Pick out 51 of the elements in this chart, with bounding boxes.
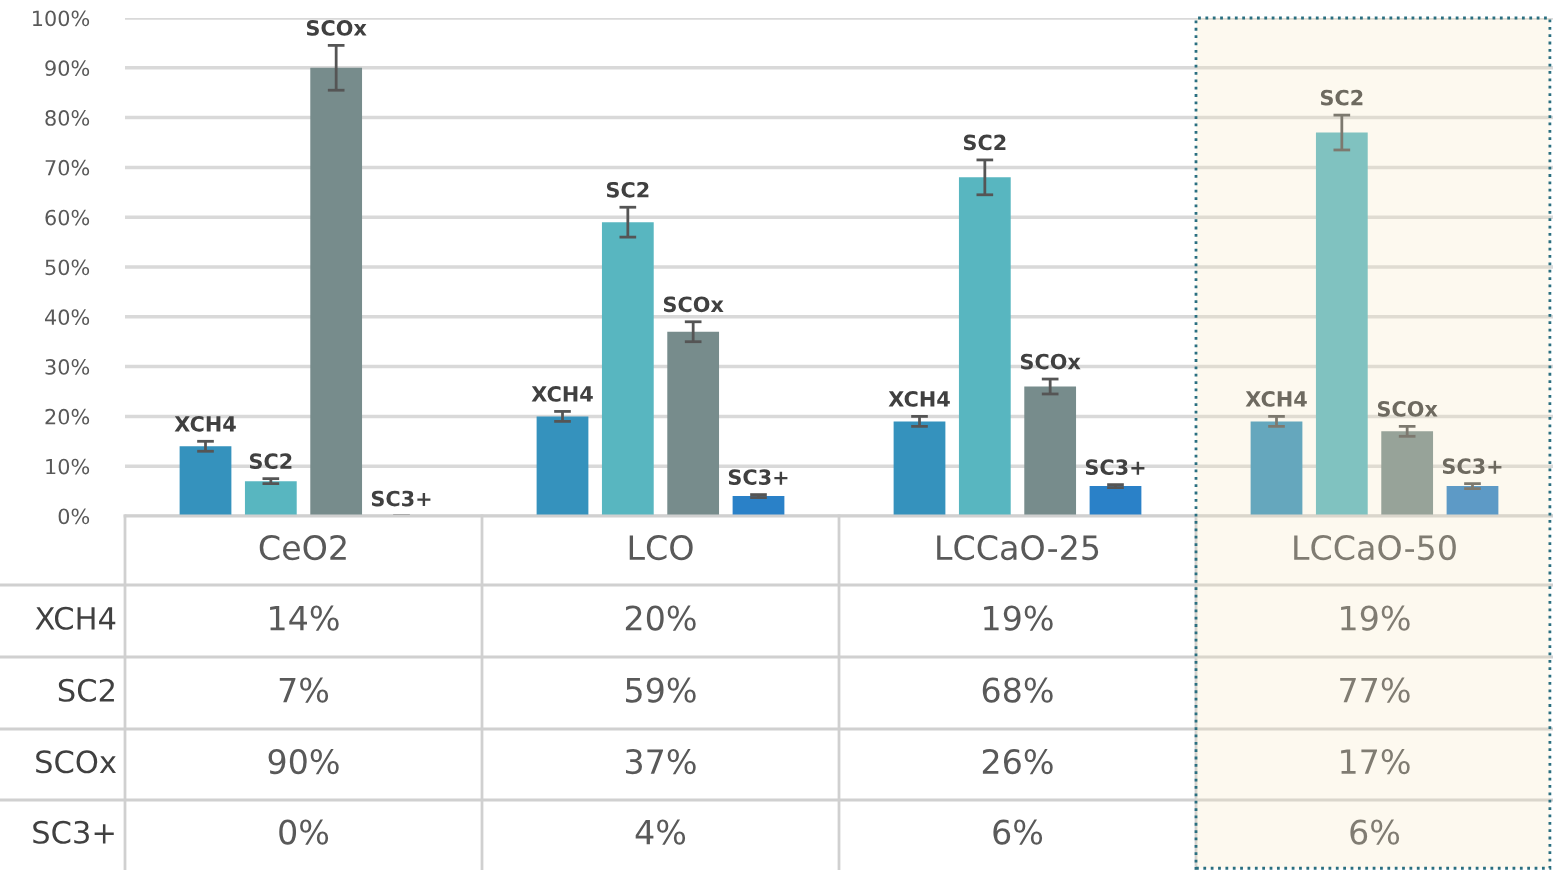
data-label: 19% (1341, 605, 1410, 631)
text: XCH4 (888, 391, 950, 407)
x-tick-label: CeO2 (259, 534, 346, 561)
y-tick-label: 80% (45, 110, 90, 126)
text: SCOx (663, 296, 724, 313)
y-tick-label: 50% (45, 259, 90, 276)
text: SC3+ (371, 490, 431, 507)
y-tick-label: 10% (46, 458, 90, 475)
data-label: 6% (1350, 819, 1400, 845)
text: SCOx (1020, 353, 1081, 370)
x-tick-label: LCCaO-25 (937, 534, 1099, 561)
data-label: 90% (268, 748, 339, 775)
data-label: 0% (279, 819, 329, 845)
y-tick-label: 70% (45, 159, 90, 176)
data-label: 19% (984, 605, 1053, 631)
data-label: 6% (993, 819, 1043, 845)
series-label: SC2 (249, 453, 292, 470)
text: SC2 (58, 678, 114, 702)
series-label: XCH4 (1245, 391, 1307, 407)
data-label: 17% (1341, 748, 1410, 775)
x-tick-label: LCCaO-50 (1294, 534, 1456, 561)
text: SC2 (963, 134, 1006, 151)
data-label: 59% (626, 677, 696, 703)
y-tick-label: 0% (58, 508, 90, 525)
text: XCH4 (174, 415, 236, 432)
data-label: 14% (270, 605, 339, 631)
text: SCOx (36, 750, 116, 774)
y-tick-label: 40% (44, 309, 90, 326)
y-tick-label: 90% (45, 60, 90, 77)
text: SC2 (1320, 89, 1363, 106)
series-label: SC3+ (728, 469, 788, 485)
y-tick-label: 20% (45, 408, 90, 425)
text: SC3+ (33, 820, 114, 844)
data-label: 68% (982, 677, 1053, 703)
data-label: 7% (279, 677, 329, 703)
text: SC2 (606, 181, 649, 198)
data-label: 37% (626, 748, 696, 775)
y-tick-label: 100% (33, 10, 90, 27)
text: XCH4 (35, 606, 116, 630)
series-label: SCOx (1377, 401, 1438, 417)
text: XCH4 (531, 386, 593, 402)
text: SCOx (306, 20, 367, 36)
data-label: 20% (625, 605, 696, 631)
x-tick-label: LCO (629, 534, 693, 561)
text: SC3+ (1442, 458, 1502, 475)
data-label: 77% (1340, 677, 1410, 703)
text: SC3+ (1085, 459, 1145, 476)
data-label: 26% (982, 748, 1053, 775)
y-tick-label: 30% (45, 359, 90, 375)
data-label: 4% (635, 819, 686, 845)
y-tick-label: 60% (45, 209, 90, 226)
